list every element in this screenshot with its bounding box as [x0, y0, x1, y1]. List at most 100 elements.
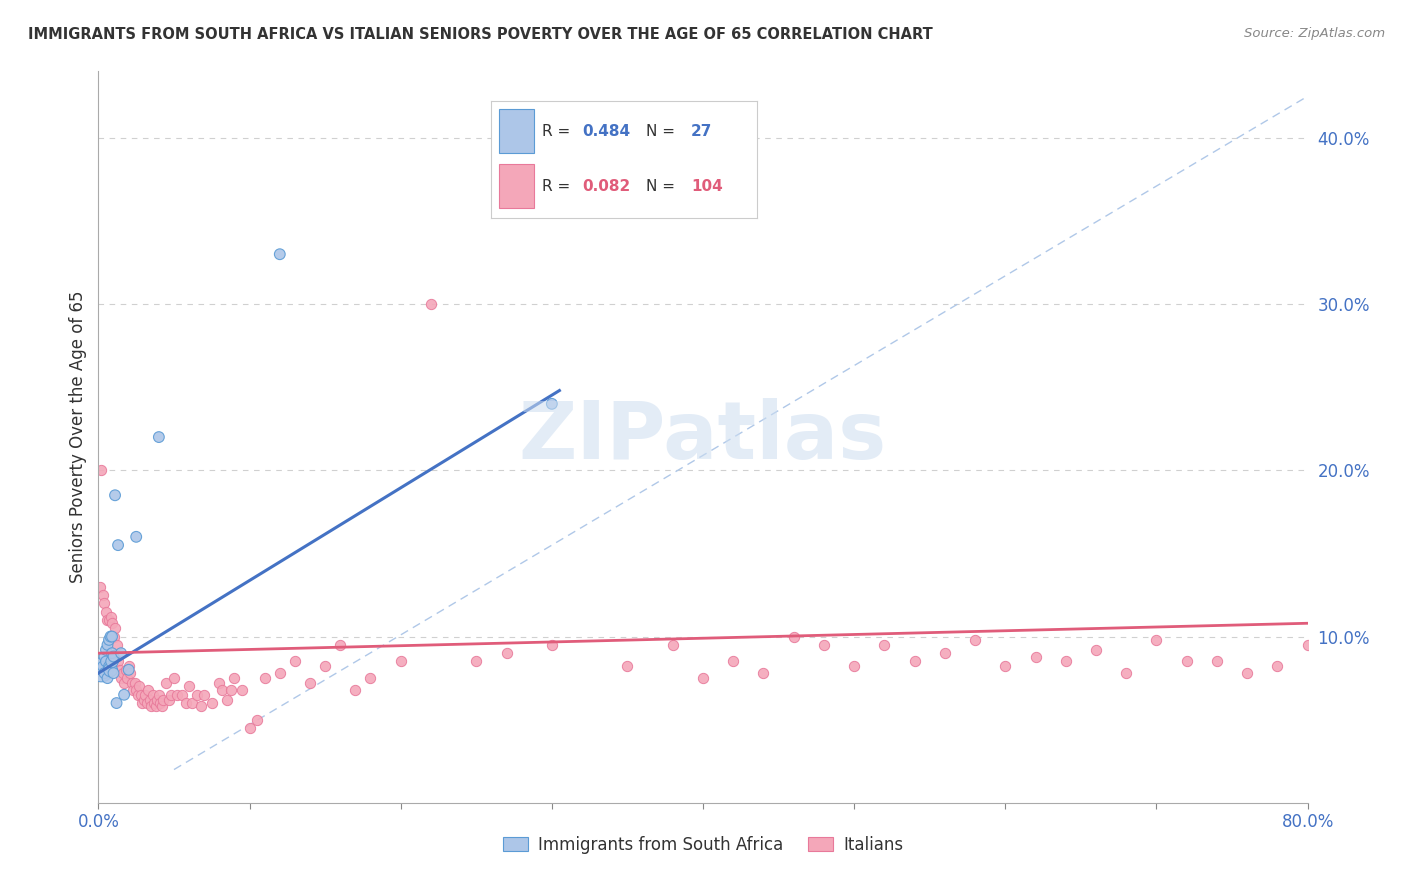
Point	[1319, 655, 1341, 669]
Point	[231, 682, 253, 697]
Point	[101, 630, 124, 644]
Point	[100, 609, 122, 624]
Point	[125, 530, 148, 544]
Point	[98, 659, 121, 673]
Point	[108, 663, 131, 677]
Point	[91, 588, 114, 602]
Point	[121, 676, 143, 690]
Y-axis label: Seniors Poverty Over the Age of 65: Seniors Poverty Over the Age of 65	[69, 291, 87, 583]
Point	[873, 638, 896, 652]
Point	[120, 666, 142, 681]
Point	[149, 696, 172, 710]
Point	[101, 616, 124, 631]
Point	[124, 676, 146, 690]
Point	[134, 688, 156, 702]
Point	[104, 621, 127, 635]
Point	[90, 463, 112, 477]
Text: Source: ZipAtlas.com: Source: ZipAtlas.com	[1244, 27, 1385, 40]
Point	[114, 663, 136, 677]
Point	[208, 676, 231, 690]
Point	[112, 676, 135, 690]
Point	[540, 638, 562, 652]
Point	[1236, 666, 1258, 681]
Point	[329, 638, 352, 652]
Point	[752, 666, 775, 681]
Point	[211, 682, 233, 697]
Point	[221, 682, 243, 697]
Point	[103, 649, 125, 664]
Point	[101, 646, 124, 660]
Point	[420, 297, 443, 311]
Point	[1312, 483, 1334, 498]
Point	[844, 659, 866, 673]
Point	[159, 692, 181, 706]
Point	[314, 659, 336, 673]
Point	[101, 655, 124, 669]
Point	[146, 692, 169, 706]
Point	[107, 538, 129, 552]
Point	[91, 659, 114, 673]
Point	[1085, 643, 1108, 657]
Point	[965, 632, 987, 647]
Point	[148, 430, 170, 444]
Point	[152, 692, 174, 706]
Point	[1054, 655, 1077, 669]
Point	[344, 682, 367, 697]
Point	[94, 643, 117, 657]
Point	[201, 696, 224, 710]
Point	[174, 696, 197, 710]
Point	[118, 659, 141, 673]
Point	[224, 671, 246, 685]
Point	[110, 646, 132, 660]
Point	[465, 655, 488, 669]
Point	[1144, 632, 1167, 647]
Point	[661, 638, 683, 652]
Point	[155, 676, 177, 690]
Point	[1303, 483, 1326, 498]
Point	[299, 676, 322, 690]
Point	[1115, 666, 1137, 681]
Point	[360, 671, 382, 685]
Point	[98, 632, 121, 647]
Point	[104, 488, 127, 502]
Point	[128, 680, 150, 694]
Point	[105, 638, 128, 652]
Point	[783, 630, 806, 644]
Point	[166, 688, 188, 702]
Text: IMMIGRANTS FROM SOUTH AFRICA VS ITALIAN SENIORS POVERTY OVER THE AGE OF 65 CORRE: IMMIGRANTS FROM SOUTH AFRICA VS ITALIAN …	[28, 27, 932, 42]
Text: ZIPatlas: ZIPatlas	[519, 398, 887, 476]
Point	[94, 655, 117, 669]
Point	[179, 680, 201, 694]
Point	[616, 659, 638, 673]
Point	[239, 721, 262, 735]
Point	[142, 688, 165, 702]
Point	[96, 671, 118, 685]
Point	[186, 688, 208, 702]
Point	[98, 613, 121, 627]
Point	[1206, 655, 1229, 669]
Point	[389, 655, 412, 669]
Point	[193, 688, 215, 702]
Point	[1024, 649, 1046, 664]
Point	[215, 692, 238, 706]
Point	[93, 666, 115, 681]
Point	[103, 666, 125, 681]
Point	[127, 688, 149, 702]
Point	[170, 688, 193, 702]
Point	[143, 696, 166, 710]
Point	[904, 655, 927, 669]
Point	[115, 671, 138, 685]
Point	[145, 699, 167, 714]
Point	[100, 630, 122, 644]
Point	[111, 666, 134, 681]
Point	[93, 596, 115, 610]
Point	[1175, 655, 1198, 669]
Point	[125, 682, 148, 697]
Point	[139, 692, 162, 706]
Point	[246, 713, 269, 727]
Point	[131, 696, 153, 710]
Point	[1296, 638, 1319, 652]
Point	[163, 671, 186, 685]
Point	[692, 671, 714, 685]
Point	[190, 699, 212, 714]
